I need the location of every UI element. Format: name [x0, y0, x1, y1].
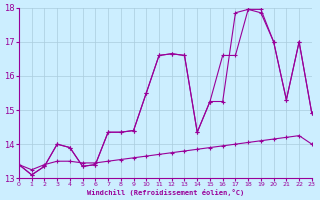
X-axis label: Windchill (Refroidissement éolien,°C): Windchill (Refroidissement éolien,°C)	[87, 189, 244, 196]
